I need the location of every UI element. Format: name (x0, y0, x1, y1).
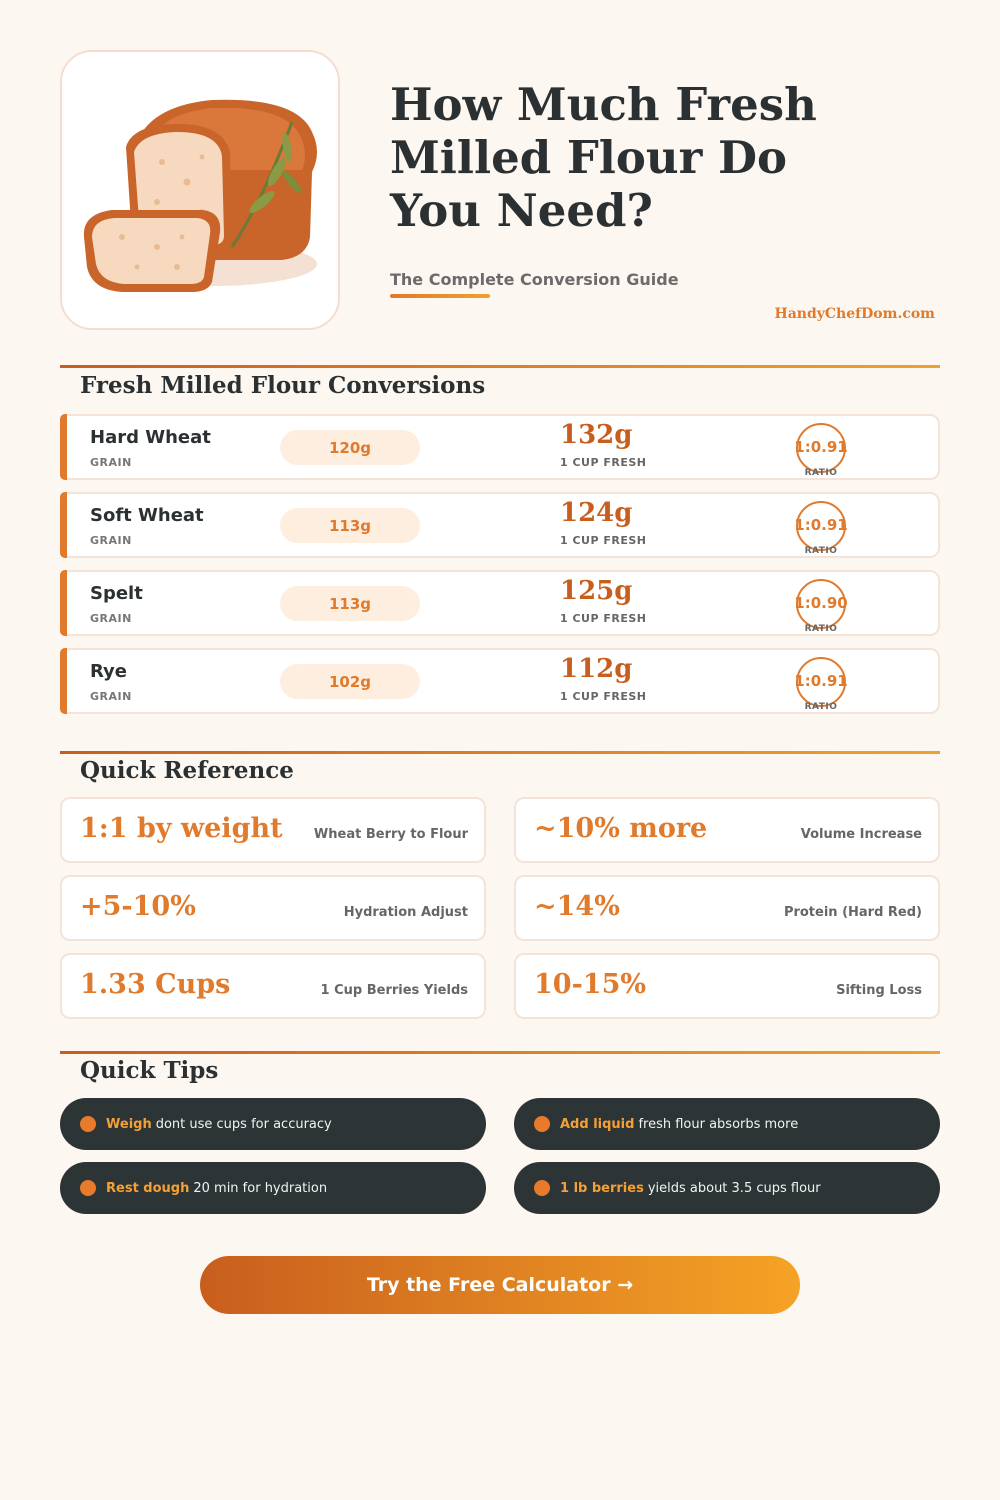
reference-value: +5-10% (80, 891, 196, 922)
fresh-flour-label: 1 CUP FRESH (560, 534, 647, 547)
page-subtitle: The Complete Conversion Guide (390, 270, 679, 289)
grain-type: GRAIN (90, 456, 132, 469)
row-accent (60, 492, 67, 558)
ratio-value: 1:0.91 (794, 438, 848, 456)
fresh-flour-weight: 124g (560, 498, 633, 528)
reference-title: Quick Reference (80, 757, 294, 784)
ratio-label: RATIO (804, 702, 838, 712)
tip-item: Rest dough 20 min for hydration (60, 1162, 486, 1214)
ratio-circle (796, 501, 846, 551)
reference-value: 1.33 Cups (80, 969, 231, 1000)
fresh-flour-label: 1 CUP FRESH (560, 690, 647, 703)
conversion-row: Hard Wheat GRAIN 120g 132g 1 CUP FRESH 1… (60, 414, 940, 480)
reference-label: Volume Increase (800, 827, 922, 842)
ratio-label: RATIO (804, 624, 838, 634)
bread-loaf-icon (83, 99, 317, 292)
ratio-circle (796, 423, 846, 473)
row-accent (60, 648, 67, 714)
grain-type: GRAIN (90, 612, 132, 625)
tip-item: Add liquid fresh flour absorbs more (514, 1098, 940, 1150)
grain-name: Rye (90, 661, 127, 682)
section-divider (60, 751, 940, 754)
section-divider (60, 1051, 940, 1054)
tip-highlight: Weigh (106, 1116, 152, 1132)
berry-weight-badge: 102g (280, 664, 420, 699)
ratio-label: RATIO (804, 546, 838, 556)
ratio-value: 1:0.90 (794, 594, 848, 612)
row-accent (60, 570, 67, 636)
fresh-flour-label: 1 CUP FRESH (560, 456, 647, 469)
conversion-row: Soft Wheat GRAIN 113g 124g 1 CUP FRESH 1… (60, 492, 940, 558)
tip-highlight: 1 lb berries (560, 1180, 644, 1196)
ratio-value: 1:0.91 (794, 516, 848, 534)
reference-label: Wheat Berry to Flour (313, 827, 468, 842)
ratio-value: 1:0.91 (794, 672, 848, 690)
reference-card: 1.33 Cups 1 Cup Berries Yields (60, 953, 486, 1019)
reference-card: +5-10% Hydration Adjust (60, 875, 486, 941)
page-title: How Much Fresh Milled Flour Do You Need? (390, 78, 817, 237)
reference-value: 1:1 by weight (80, 813, 283, 844)
reference-card: 1:1 by weight Wheat Berry to Flour (60, 797, 486, 863)
tip-text: 20 min for hydration (193, 1180, 328, 1196)
reference-label: Sifting Loss (836, 983, 922, 998)
reference-label: 1 Cup Berries Yields (320, 983, 468, 998)
row-accent (60, 414, 67, 480)
bullet-dot-icon (534, 1180, 550, 1196)
berry-weight-badge: 113g (280, 508, 420, 543)
grain-name: Soft Wheat (90, 505, 204, 526)
reference-value: ~10% more (534, 813, 708, 844)
fresh-flour-weight: 125g (560, 576, 633, 606)
grain-name: Spelt (90, 583, 143, 604)
reference-label: Protein (Hard Red) (783, 905, 922, 920)
conversion-row: Rye GRAIN 102g 112g 1 CUP FRESH 1:0.91 R… (60, 648, 940, 714)
calculator-cta-button[interactable]: Try the Free Calculator → (200, 1256, 800, 1314)
bullet-dot-icon (80, 1180, 96, 1196)
grain-type: GRAIN (90, 534, 132, 547)
subtitle-underline (390, 294, 490, 298)
bullet-dot-icon (534, 1116, 550, 1132)
reference-card: 10-15% Sifting Loss (514, 953, 940, 1019)
brand-link[interactable]: HandyChefDom.com (774, 306, 936, 322)
fresh-flour-label: 1 CUP FRESH (560, 612, 647, 625)
tip-text: dont use cups for accuracy (155, 1116, 332, 1132)
ratio-circle (796, 579, 846, 629)
tip-highlight: Add liquid (560, 1116, 635, 1132)
conversions-title: Fresh Milled Flour Conversions (80, 372, 486, 399)
reference-card: ~10% more Volume Increase (514, 797, 940, 863)
tips-title: Quick Tips (80, 1057, 219, 1084)
reference-label: Hydration Adjust (343, 905, 468, 920)
tip-item: 1 lb berries yields about 3.5 cups flour (514, 1162, 940, 1214)
conversion-row: Spelt GRAIN 113g 125g 1 CUP FRESH 1:0.90… (60, 570, 940, 636)
fresh-flour-weight: 132g (560, 420, 633, 450)
berry-weight-badge: 113g (280, 586, 420, 621)
ratio-circle (796, 657, 846, 707)
bullet-dot-icon (80, 1116, 96, 1132)
hero-image-card (60, 50, 340, 330)
tip-text: fresh flour absorbs more (638, 1116, 799, 1132)
berry-weight-badge: 120g (280, 430, 420, 465)
grain-type: GRAIN (90, 690, 132, 703)
tip-text: yields about 3.5 cups flour (647, 1180, 821, 1196)
tip-item: Weigh dont use cups for accuracy (60, 1098, 486, 1150)
reference-card: ~14% Protein (Hard Red) (514, 875, 940, 941)
reference-value: 10-15% (534, 969, 647, 1000)
tip-highlight: Rest dough (106, 1180, 190, 1196)
ratio-label: RATIO (804, 468, 838, 478)
section-divider (60, 365, 940, 368)
fresh-flour-weight: 112g (560, 654, 633, 684)
grain-name: Hard Wheat (90, 427, 211, 448)
reference-value: ~14% (534, 891, 620, 922)
